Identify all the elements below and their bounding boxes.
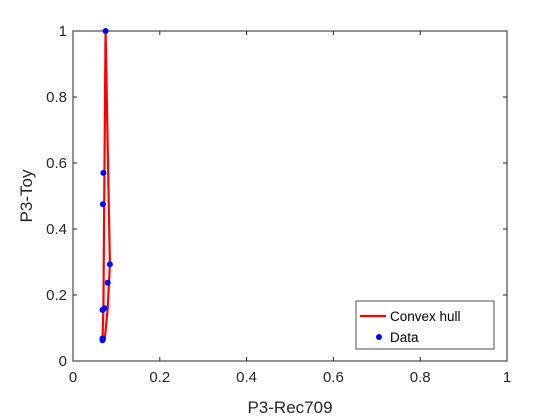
x-tick-label: 1 [503,369,511,386]
x-tick-label: 0.8 [410,369,431,386]
data-point [99,201,106,208]
legend: Convex hull Data [355,300,495,350]
x-tick-label: 0.6 [323,369,344,386]
x-axis-label: P3-Rec709 [247,398,332,417]
legend-label: Convex hull [390,309,461,324]
data-point [104,279,111,286]
y-tick-label: 1 [59,23,67,40]
data-point [102,28,109,34]
x-tick-label: 0.2 [149,369,170,386]
data-point [106,261,113,268]
y-tick-label: 0.8 [46,89,67,106]
y-tick-label: 0 [59,353,67,370]
y-tick-label: 0.4 [46,221,67,238]
axis-ticks: 0 0.2 0.4 0.6 0.8 1 0 0.2 0.4 0.6 0.8 1 [46,23,511,386]
legend-label: Data [390,330,419,345]
data-point [100,169,107,176]
y-tick-label: 0.6 [46,155,67,172]
x-tick-label: 0.4 [236,369,257,386]
data-point [99,335,106,342]
y-tick-label: 0.2 [46,287,67,304]
y-axis-label: P3-Toy [17,169,36,222]
legend-marker-swatch [376,334,382,340]
series-layer [99,28,113,344]
x-tick-label: 0 [69,369,77,386]
legend-box [355,300,495,350]
data-point [101,305,108,312]
